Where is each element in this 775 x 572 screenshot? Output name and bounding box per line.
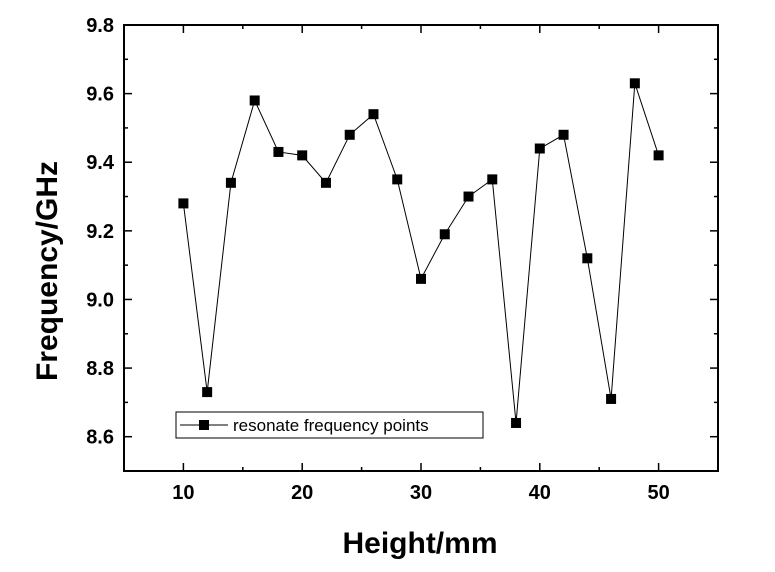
data-point <box>273 146 284 157</box>
y-tick-label: 9.4 <box>86 152 115 174</box>
legend-label: resonate frequency points <box>233 416 429 435</box>
data-point <box>202 387 213 398</box>
axes: 10 20 30 40 50 8.6 8.8 9.0 9.2 9.4 9.6 9.8 <box>86 15 719 504</box>
data-point <box>297 150 308 161</box>
plot-frame <box>123 24 719 472</box>
data-point <box>178 198 189 209</box>
x-tick-label: 40 <box>529 482 551 504</box>
data-point <box>487 174 498 185</box>
y-tick-label: 9.8 <box>86 15 114 37</box>
legend-marker-swatch <box>199 420 209 430</box>
series-resonate-frequency-points <box>178 78 664 428</box>
x-tick-label: 20 <box>291 482 313 504</box>
x-tick-label: 30 <box>410 482 432 504</box>
data-point <box>392 174 403 185</box>
x-tick-label: 10 <box>172 482 194 504</box>
series-line <box>182 83 660 424</box>
data-point <box>582 253 593 264</box>
data-point <box>249 95 260 106</box>
y-tick-label: 8.8 <box>86 358 114 380</box>
data-point <box>344 129 355 140</box>
data-point <box>416 273 426 284</box>
data-point <box>534 143 545 154</box>
data-point <box>463 191 474 202</box>
x-tick-label: 50 <box>647 482 669 504</box>
data-point <box>368 109 379 120</box>
data-point <box>606 393 617 404</box>
data-point <box>320 177 331 188</box>
data-point <box>629 78 640 89</box>
data-point <box>511 417 522 428</box>
x-axis-title: Height/mm <box>342 527 497 560</box>
data-point <box>558 129 569 140</box>
y-tick-label: 9.2 <box>86 221 114 243</box>
data-point <box>225 177 236 188</box>
y-tick-label: 9.6 <box>86 84 114 106</box>
y-axis-title: Frequency/GHz <box>31 161 64 381</box>
data-point <box>653 150 664 161</box>
y-tick-label: 8.6 <box>86 427 114 449</box>
data-point <box>439 229 450 240</box>
y-tick-label: 9.0 <box>86 289 114 311</box>
legend: resonate frequency points <box>175 411 484 439</box>
